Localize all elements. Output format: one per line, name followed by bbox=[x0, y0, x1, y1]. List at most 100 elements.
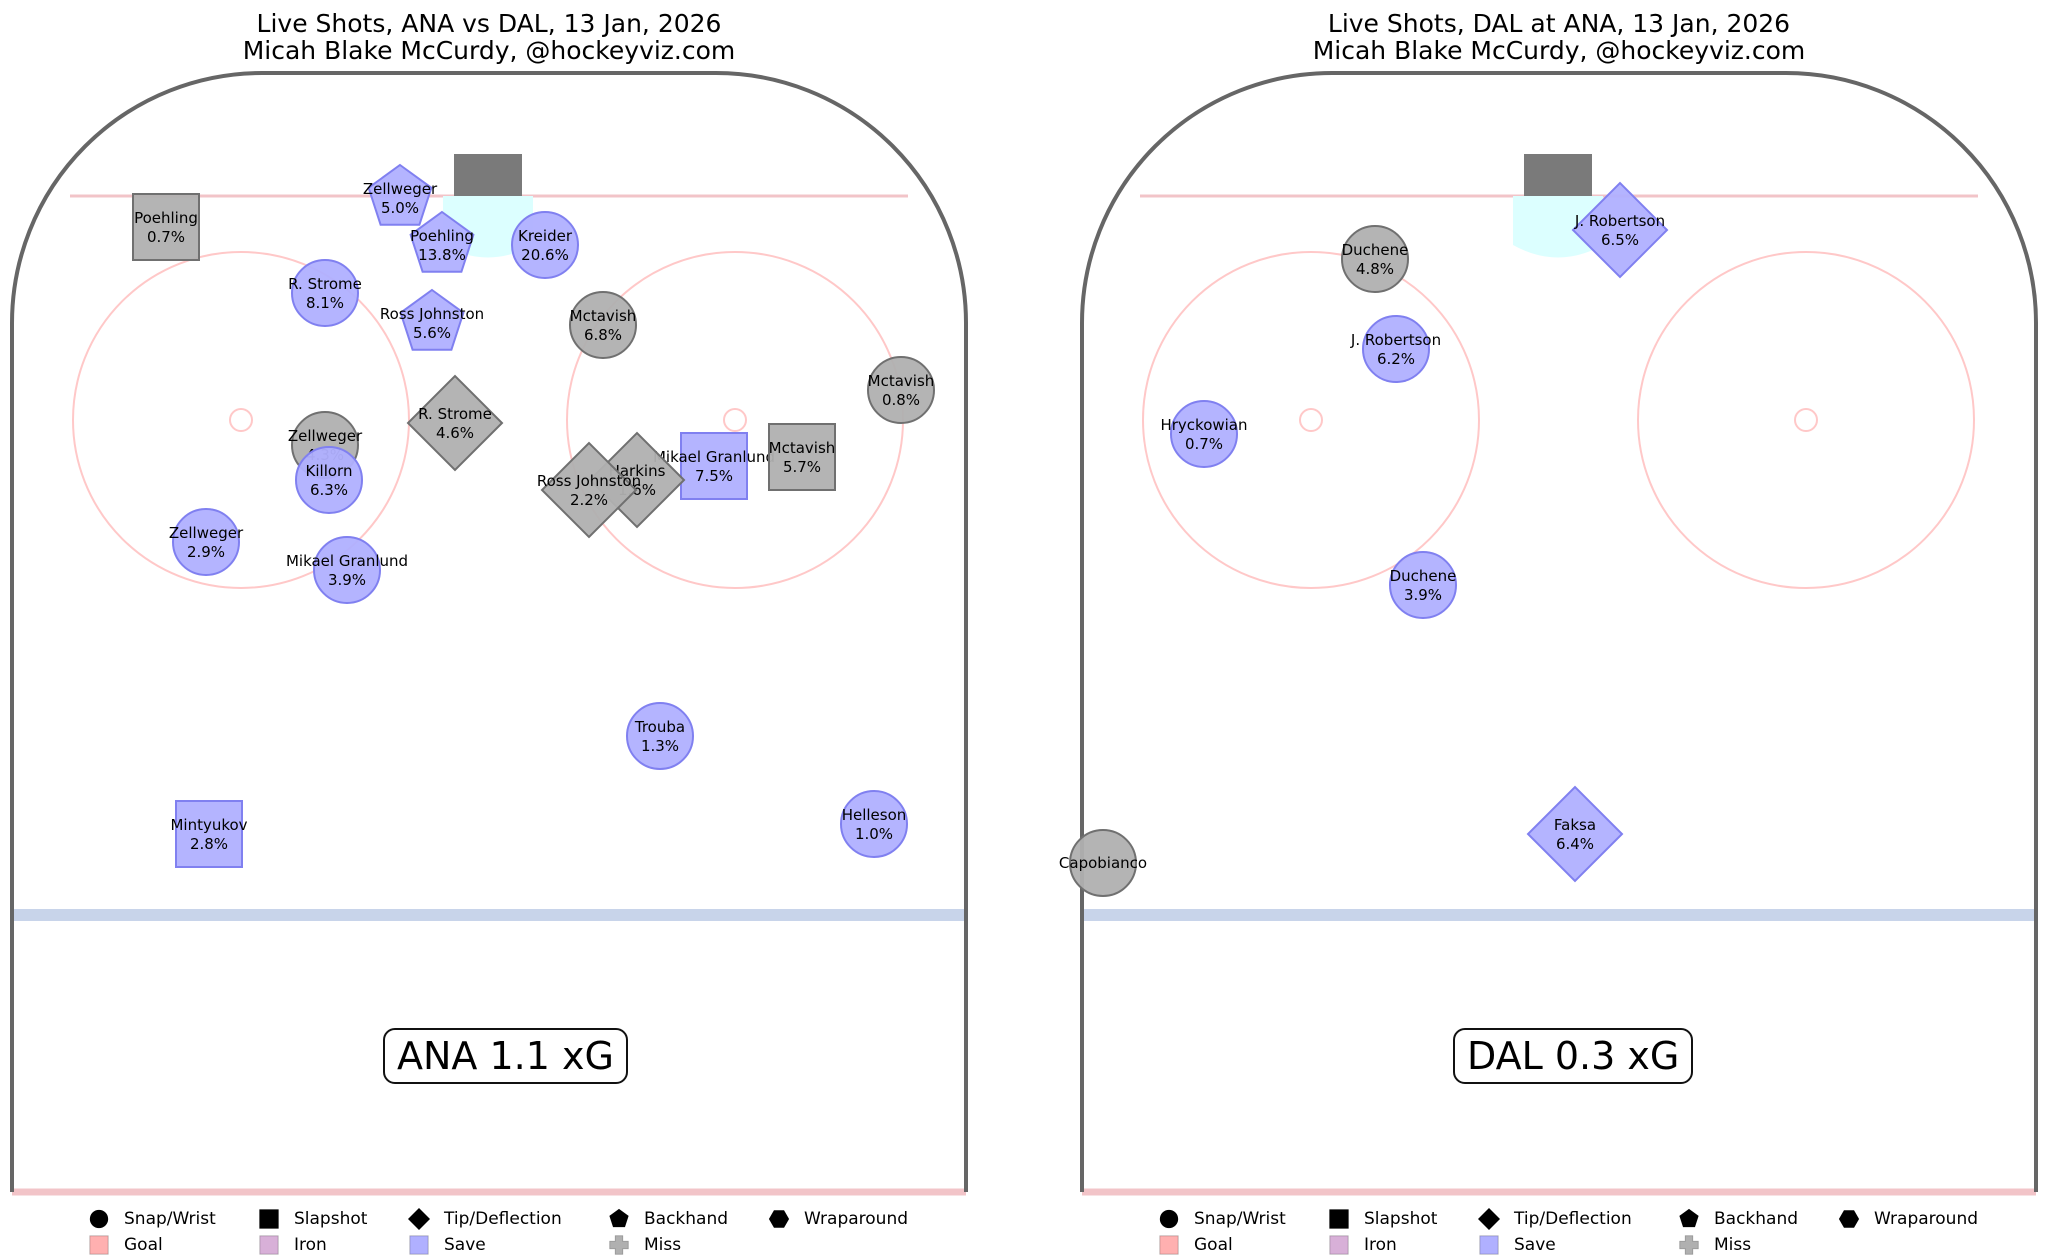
shot-marker bbox=[511, 211, 579, 279]
xg-summary-ana: ANA 1.1 xG bbox=[383, 1028, 628, 1084]
shot-marker bbox=[867, 356, 935, 424]
shot-marker bbox=[540, 441, 638, 539]
shot-xg-label: 1.3% bbox=[641, 737, 679, 755]
shot-marker bbox=[1571, 181, 1669, 279]
legend-item: Tip/Deflection bbox=[408, 1208, 562, 1230]
shot-marker bbox=[132, 193, 200, 261]
plus-icon bbox=[609, 1235, 629, 1255]
shot-marker bbox=[680, 432, 748, 500]
diamond-icon bbox=[1478, 1208, 1500, 1230]
square-icon bbox=[259, 1209, 279, 1229]
shot-xg-label: 4.6% bbox=[436, 424, 474, 442]
legend-label: Tip/Deflection bbox=[1514, 1209, 1632, 1229]
faceoff-dot bbox=[229, 408, 253, 432]
shot-point: Capobianco bbox=[1059, 829, 1147, 897]
result-icon bbox=[89, 1235, 109, 1255]
goal-net bbox=[454, 154, 522, 196]
shot-xg-label: 6.3% bbox=[310, 481, 348, 499]
shot-player-label: J. Robertson bbox=[1574, 212, 1665, 230]
circle-icon bbox=[89, 1209, 109, 1229]
legend-item: Slapshot bbox=[1328, 1208, 1437, 1230]
shot-player-label: Kreider bbox=[518, 227, 573, 245]
legend-label: Slapshot bbox=[294, 1209, 368, 1229]
legend-label: Iron bbox=[294, 1235, 327, 1255]
shot-marker bbox=[172, 508, 240, 576]
shot-xg-label: 13.8% bbox=[418, 246, 466, 264]
legend-item: Backhand bbox=[1678, 1208, 1798, 1230]
shot-player-label: Duchene bbox=[1390, 567, 1457, 585]
shot-player-label: Zellweger bbox=[288, 427, 363, 445]
legend-item: Wraparound bbox=[768, 1208, 908, 1230]
shot-player-label: Duchene bbox=[1342, 241, 1409, 259]
shot-marker bbox=[768, 423, 836, 491]
shot-marker bbox=[175, 800, 243, 868]
legend-label: Iron bbox=[1364, 1235, 1397, 1255]
legend-item: Wraparound bbox=[1838, 1208, 1978, 1230]
shot-player-label: R. Strome bbox=[418, 405, 492, 423]
goal-net bbox=[1524, 154, 1592, 196]
rink-ana bbox=[10, 71, 968, 1196]
shot-player-label: Faksa bbox=[1554, 816, 1596, 834]
shot-xg-label: 2.9% bbox=[187, 543, 225, 561]
shot-player-label: Zellweger bbox=[169, 524, 244, 542]
shot-player-label: Helleson bbox=[842, 806, 907, 824]
shot-xg-label: 5.6% bbox=[413, 324, 451, 342]
pentagon-icon bbox=[609, 1208, 629, 1228]
shot-player-label: Trouba bbox=[634, 718, 685, 736]
shot-player-label: Hryckowian bbox=[1160, 416, 1247, 434]
hexagon-icon bbox=[768, 1210, 790, 1228]
legend-item: Iron bbox=[1328, 1234, 1397, 1256]
shot-xg-label: 4.8% bbox=[1356, 260, 1394, 278]
shot-xg-label: 1.0% bbox=[855, 825, 893, 843]
shot-marker bbox=[569, 291, 637, 359]
shot-marker bbox=[1526, 785, 1624, 883]
legend-label: Slapshot bbox=[1364, 1209, 1438, 1229]
shot-xg-label: 2.8% bbox=[190, 835, 228, 853]
shot-xg-label: 20.6% bbox=[521, 246, 569, 264]
legend-item: Miss bbox=[1678, 1234, 1751, 1256]
legend-label: Snap/Wrist bbox=[124, 1209, 216, 1229]
shot-player-label: Capobianco bbox=[1059, 854, 1147, 872]
legend-label: Save bbox=[1514, 1235, 1556, 1255]
shot-player-label: Mctavish bbox=[868, 372, 935, 390]
result-icon bbox=[259, 1235, 279, 1255]
shot-marker bbox=[367, 163, 433, 226]
legend-item: Slapshot bbox=[258, 1208, 367, 1230]
xg-summary-dal: DAL 0.3 xG bbox=[1453, 1028, 1694, 1084]
legend-item: Iron bbox=[258, 1234, 327, 1256]
shot-marker bbox=[1362, 315, 1430, 383]
shot-player-label: Ross Johnston bbox=[537, 472, 641, 490]
legend-label: Tip/Deflection bbox=[444, 1209, 562, 1229]
legend-label: Miss bbox=[1714, 1235, 1752, 1255]
shot-player-label: Mctavish bbox=[570, 307, 637, 325]
shot-xg-label: 6.8% bbox=[584, 326, 622, 344]
shot-marker bbox=[313, 536, 381, 604]
faceoff-dot bbox=[1299, 408, 1323, 432]
diamond-icon bbox=[408, 1208, 430, 1230]
title-text: Live Shots, DAL at ANA, 13 Jan, 2026 bbox=[1327, 9, 1791, 38]
chart-title-ana: Live Shots, ANA vs DAL, 13 Jan, 2026 Mic… bbox=[0, 10, 978, 64]
result-icon bbox=[409, 1235, 429, 1255]
legend-item: Snap/Wrist bbox=[88, 1208, 216, 1230]
shot-marker bbox=[1170, 400, 1238, 468]
subtitle-text: Micah Blake McCurdy, @hockeyviz.com bbox=[242, 36, 736, 65]
result-icon bbox=[1479, 1235, 1499, 1255]
legend-item: Save bbox=[1478, 1234, 1556, 1256]
shot-marker bbox=[1341, 225, 1409, 293]
legend-label: Wraparound bbox=[1874, 1209, 1979, 1229]
